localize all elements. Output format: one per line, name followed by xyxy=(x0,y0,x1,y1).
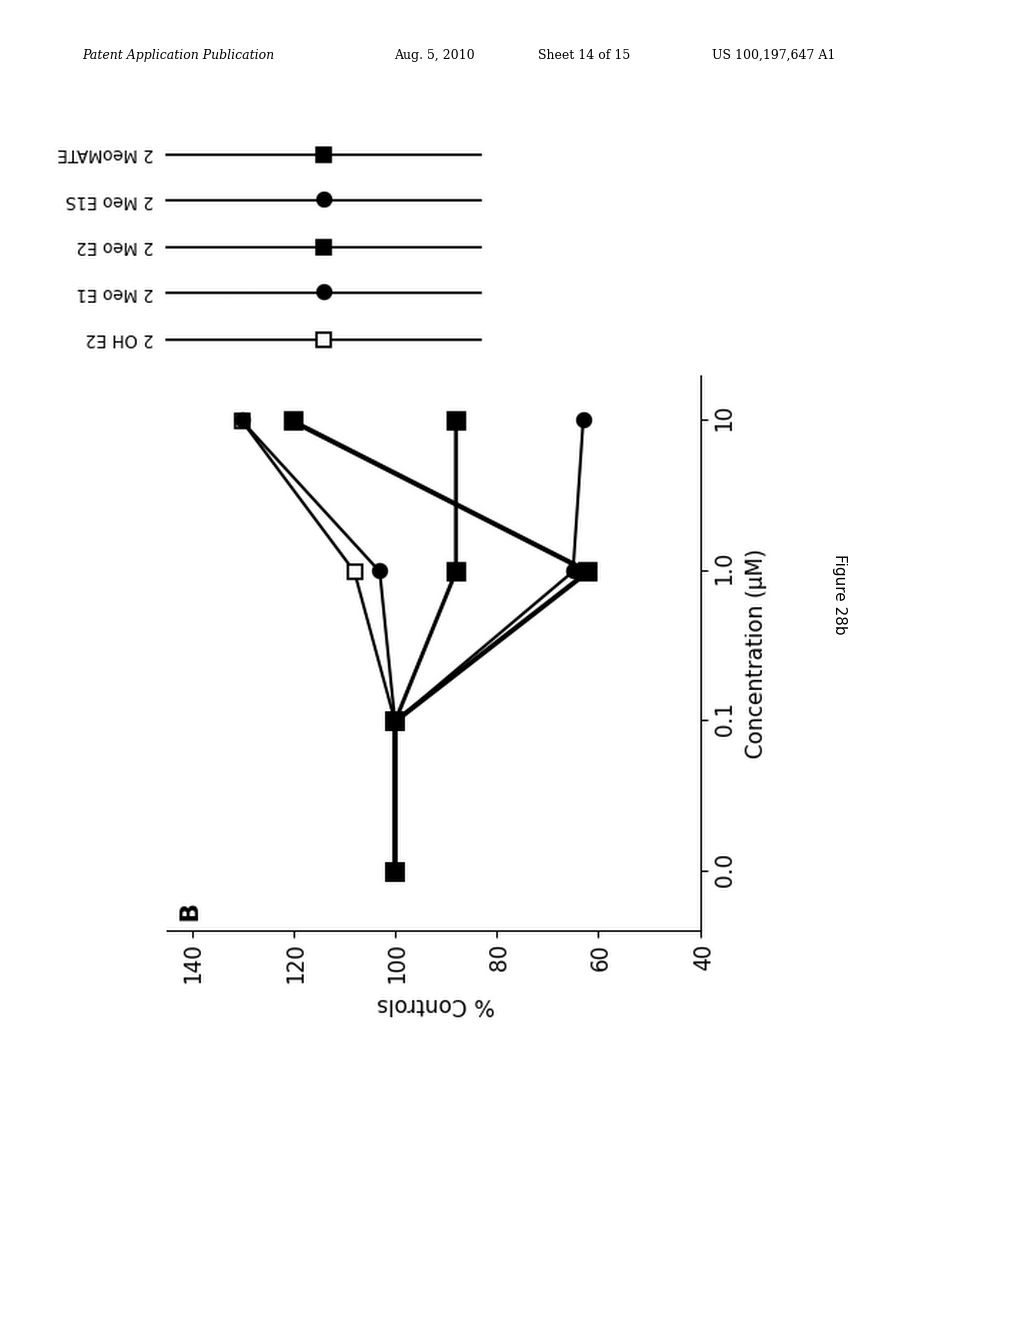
Text: Figure 28b: Figure 28b xyxy=(833,553,847,635)
Text: Aug. 5, 2010: Aug. 5, 2010 xyxy=(394,49,475,62)
Text: Sheet 14 of 15: Sheet 14 of 15 xyxy=(538,49,630,62)
Text: US 100,197,647 A1: US 100,197,647 A1 xyxy=(712,49,835,62)
Text: Patent Application Publication: Patent Application Publication xyxy=(82,49,274,62)
